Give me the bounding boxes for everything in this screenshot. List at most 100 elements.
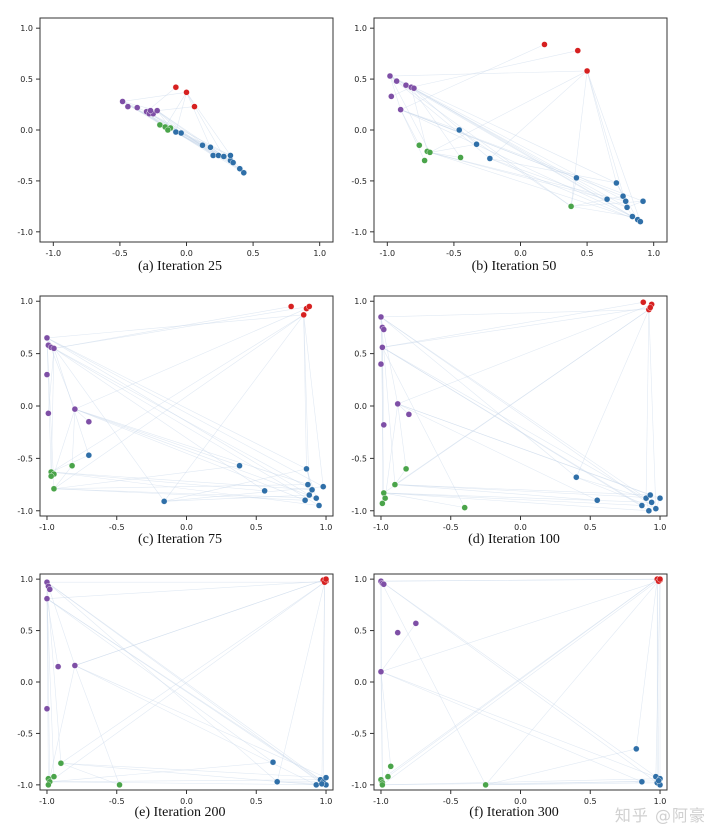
y-tick-label: 0.5 [20,627,33,636]
data-point-red [287,303,295,310]
x-tick-label: -1.0 [373,523,389,532]
data-point-blue [172,128,180,136]
data-point-purple [71,405,79,413]
data-point-purple [71,662,79,669]
data-point-green [379,781,386,789]
data-point-blue [655,777,662,784]
panel-a: -1.0 -0.5 0.0 0.5 1.0 1.0 0.5 0.0 -0.5 -1.0 (a) I… [0,0,360,278]
data-point-blue [160,498,168,505]
data-point-red [574,47,581,54]
scatter-plot-b: -1.0 -0.5 0.0 0.5 1.0 1.0 0.5 0.0 -0.5 -1.0 [351,17,668,258]
x-tick-label: 0.0 [180,249,193,258]
data-point-purple [388,93,395,100]
data-point-blue [220,153,227,160]
data-point-red [172,84,180,91]
edge-lines [46,578,327,786]
y-tick-label: -0.5 [17,177,33,186]
x-tick-label: -0.5 [109,797,125,806]
data-point-blue [622,198,629,205]
data-point-blue [613,179,620,187]
caption-d: (d) Iteration 100 [468,532,560,547]
y-tick-label: 0.5 [20,75,33,84]
data-point-purple [405,411,413,418]
data-point-green [482,781,489,789]
scatter-plot-d: -1.0 -0.5 0.0 0.5 1.0 1.0 0.5 0.0 -0.5 -1.0 [351,295,668,532]
data-point-blue [313,781,320,789]
data-point-green [421,157,428,164]
edge-lines [122,87,244,174]
data-point-red [322,575,330,583]
data-point-blue [236,165,243,172]
y-tick-label: 0.0 [354,402,367,411]
data-point-purple [147,107,154,114]
x-tick-label: 0.0 [514,523,527,532]
panel-e: -1.0 -0.5 0.0 0.5 1.0 1.0 0.5 0.0 -0.5 -1.0 (e) I… [0,556,360,834]
y-tick-label: -1.0 [351,228,367,237]
x-tick-label: 0.5 [581,249,594,258]
data-point-purple [43,705,51,712]
y-tick-label: -0.5 [351,729,367,738]
y-tick-label: 0.5 [354,350,367,359]
caption-e: (e) Iteration 200 [134,805,226,820]
data-point-blue [229,159,237,166]
x-tick-label: 0.5 [584,523,597,532]
data-point-blue [656,494,664,502]
data-point-blue [273,778,281,785]
data-point-purple [379,344,386,351]
data-point-blue [645,507,653,514]
x-tick-label: -0.5 [109,523,125,532]
x-tick-label: 0.0 [180,523,193,532]
data-point-green [384,773,392,780]
x-tick-label: -0.5 [443,523,459,532]
data-point-blue [318,780,326,788]
data-point-green [116,781,123,789]
scatter-plot-c: -1.0 -0.5 0.0 0.5 1.0 1.0 0.5 0.0 -0.5 -1.0 [17,295,334,532]
data-point-blue [240,169,247,176]
y-tick-label: 1.0 [20,575,33,584]
data-point-blue [639,198,647,205]
edge-lines [380,301,661,512]
y-tick-label: -0.5 [351,454,367,463]
y-tick-label: 1.0 [354,297,367,306]
data-point-purple [43,371,51,378]
data-point-green [416,142,423,149]
data-point-purple [45,410,52,417]
x-tick-label: -1.0 [39,523,55,532]
scatter-plot-a: -1.0 -0.5 0.0 0.5 1.0 1.0 0.5 0.0 -0.5 -1.0 [17,17,334,258]
y-tick-label: 1.0 [354,24,367,33]
data-point-purple [412,620,420,627]
data-point-blue [633,745,640,753]
x-tick-label: 1.0 [313,249,326,258]
data-point-purple [394,400,401,408]
x-tick-label: 1.0 [320,797,333,806]
data-point-green [164,126,172,134]
x-tick-label: -0.5 [443,797,459,806]
data-point-green [457,154,464,161]
data-point-blue [638,778,646,785]
y-tick-label: -1.0 [351,507,367,516]
watermark-text: 知乎 @阿豪 [614,806,706,825]
caption-a: (a) Iteration 25 [138,259,222,274]
data-point-blue [322,774,330,781]
x-tick-label: -1.0 [39,797,55,806]
x-tick-label: -0.5 [446,249,462,258]
x-tick-label: -1.0 [380,249,396,258]
y-tick-label: -0.5 [17,729,33,738]
scatter-plot-f: -1.0 -0.5 0.0 0.5 1.0 1.0 0.5 0.0 -0.5 -1.0 [351,573,668,806]
data-point-red [183,89,190,96]
y-tick-label: 0.5 [354,627,367,636]
data-point-blue [573,174,580,182]
data-point-purple [119,98,126,105]
data-point-purple [380,326,387,333]
data-point-purple [124,103,132,110]
data-point-purple [43,595,51,602]
data-point-purple [153,107,161,114]
data-point-blue [303,465,310,473]
x-tick-label: 0.0 [514,797,527,806]
data-point-green [402,465,410,473]
data-point-red [300,311,307,319]
y-tick-label: 0.0 [20,126,33,135]
data-point-blue [261,487,268,495]
edge-lines [389,44,644,222]
y-tick-label: 0.0 [20,402,33,411]
